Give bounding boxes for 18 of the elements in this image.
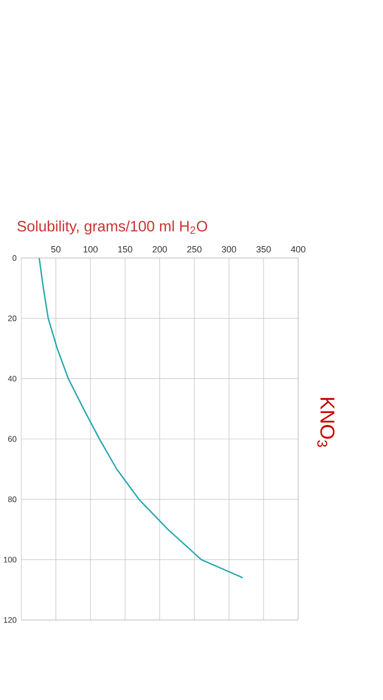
y-tick-label: 20 [8, 316, 16, 322]
x-tick-label: 100 [84, 246, 98, 252]
x-tick-label: 300 [222, 246, 236, 252]
x-axis-title: Solubility, grams/100 ml H$_{2}$O [17, 220, 208, 234]
y-tick-label: 60 [8, 436, 16, 442]
y-tick-label: 80 [8, 496, 16, 502]
y-tick-label: 0 [12, 255, 16, 261]
line-series [38, 258, 244, 578]
text: KNO$_{3}$ [317, 398, 334, 447]
y-tick-label: 120 [4, 617, 16, 623]
x-tick-label: 350 [256, 246, 271, 252]
y-tick-label: 100 [4, 556, 16, 562]
y-tick-label: 40 [8, 376, 16, 382]
x-tick-label: 250 [187, 246, 202, 252]
x-tick-label: 50 [51, 246, 60, 252]
x-tick-label: 150 [118, 246, 132, 252]
x-tick-label: 200 [152, 246, 167, 252]
x-tick-label: 400 [290, 246, 306, 252]
